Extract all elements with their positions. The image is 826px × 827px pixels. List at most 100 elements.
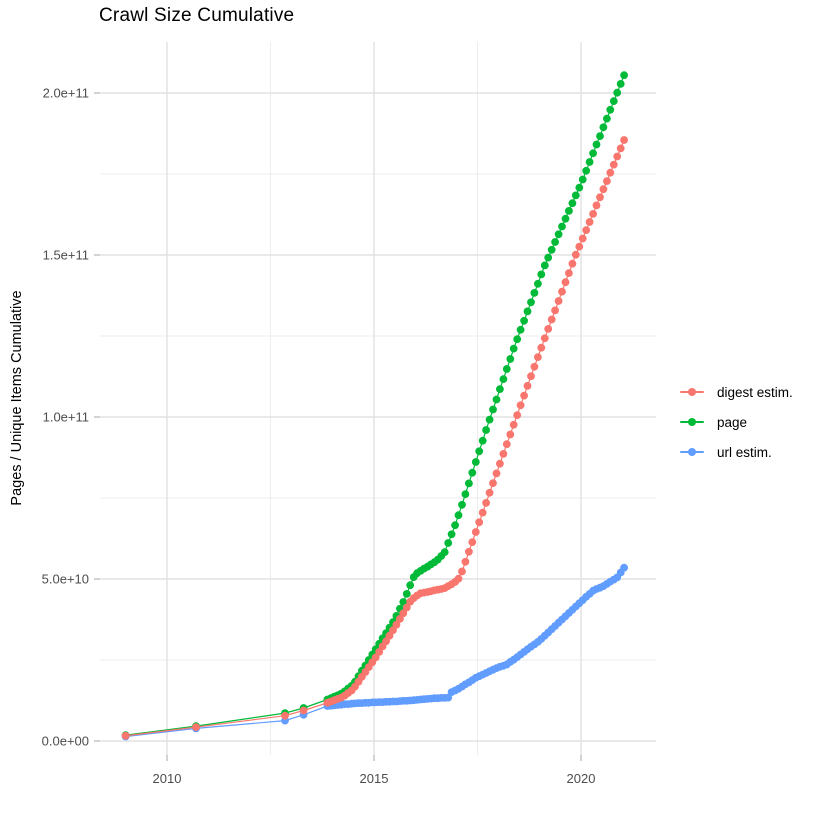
data-point (571, 191, 580, 200)
data-point (502, 440, 511, 449)
grid-minor-lines (100, 42, 656, 755)
legend-item-page: page (680, 407, 793, 437)
data-point (544, 325, 553, 333)
data-point (492, 395, 501, 404)
data-point (537, 270, 546, 279)
data-point (551, 238, 559, 246)
url-estim-point-icon (680, 445, 704, 459)
data-point (609, 160, 618, 169)
data-point (544, 253, 553, 262)
data-point (606, 105, 615, 114)
data-point (585, 158, 594, 166)
data-point (392, 620, 401, 629)
data-point (609, 97, 618, 105)
data-point (534, 353, 542, 361)
data-point (596, 132, 604, 141)
data-point (603, 114, 611, 123)
data-point (599, 185, 608, 194)
data-point (402, 603, 411, 612)
data-point (530, 362, 539, 371)
data-point (465, 547, 473, 556)
data-point (458, 567, 466, 576)
data-point (496, 385, 504, 393)
data-point (485, 488, 494, 497)
data-point (575, 242, 584, 251)
data-point (465, 479, 473, 488)
data-point (444, 539, 453, 547)
data-point (485, 415, 494, 424)
data-point (613, 88, 622, 97)
series-digest-estim- (121, 136, 628, 740)
axis-tick-labels: 0.0e+00 5.0e+10 1.0e+11 1.5e+11 2.0e+11 2010 2… (42, 86, 596, 787)
data-point (520, 391, 528, 400)
data-point (592, 140, 601, 149)
data-point (478, 508, 487, 517)
data-point (509, 344, 518, 353)
data-point (561, 214, 570, 223)
data-point (520, 316, 528, 325)
data-point (585, 218, 594, 226)
data-point (620, 136, 628, 144)
data-point (402, 590, 411, 598)
data-point (502, 365, 511, 373)
data-point (475, 447, 484, 456)
data-point (558, 287, 566, 296)
data-point (582, 166, 591, 175)
legend: digest estim. page url estim. (680, 377, 793, 467)
x-tick-label: 2020 (567, 771, 596, 786)
data-point (121, 731, 130, 740)
data-point (547, 315, 556, 324)
data-point (620, 563, 628, 572)
data-point (492, 469, 501, 478)
data-point (620, 71, 628, 80)
data-point (489, 479, 497, 487)
data-point (568, 199, 577, 208)
data-point (506, 355, 515, 363)
data-point (554, 230, 563, 239)
data-point (561, 278, 570, 287)
data-point (537, 343, 546, 352)
axis-tick-marks (94, 92, 582, 761)
data-point (406, 581, 415, 590)
data-point (399, 609, 408, 618)
data-point (454, 511, 463, 520)
data-point (589, 210, 597, 218)
data-point (575, 183, 584, 192)
data-point (513, 335, 522, 344)
data-point (616, 80, 625, 88)
data-point (475, 518, 484, 527)
data-point (482, 499, 490, 507)
grid-major-lines (100, 42, 656, 755)
data-point (461, 557, 470, 566)
data-point (458, 500, 466, 509)
data-point (482, 426, 490, 434)
data-point (516, 325, 525, 334)
data-point (582, 226, 591, 235)
data-point (571, 250, 580, 259)
data-point (496, 459, 504, 468)
data-point (616, 144, 625, 153)
data-point (527, 372, 535, 381)
data-point (568, 259, 577, 268)
data-point (565, 207, 573, 215)
data-point (499, 375, 508, 383)
y-tick-label: 5.0e+10 (42, 572, 89, 587)
data-point (599, 123, 608, 132)
legend-item-url-estim: url estim. (680, 437, 793, 467)
y-tick-label: 1.0e+11 (43, 410, 89, 425)
series-page (121, 71, 628, 740)
legend-item-digest-estim: digest estim. (680, 377, 793, 407)
data-point (396, 615, 404, 623)
data-point (192, 723, 200, 731)
data-point (513, 411, 522, 419)
data-point (592, 201, 601, 210)
x-tick-label: 2015 (360, 771, 389, 786)
data-point (530, 289, 539, 297)
x-tick-label: 2010 (153, 771, 182, 786)
data-point (299, 706, 308, 715)
page-point-icon (680, 415, 704, 429)
data-point (596, 193, 604, 202)
data-point (451, 521, 459, 530)
legend-label: url estim. (717, 444, 772, 460)
